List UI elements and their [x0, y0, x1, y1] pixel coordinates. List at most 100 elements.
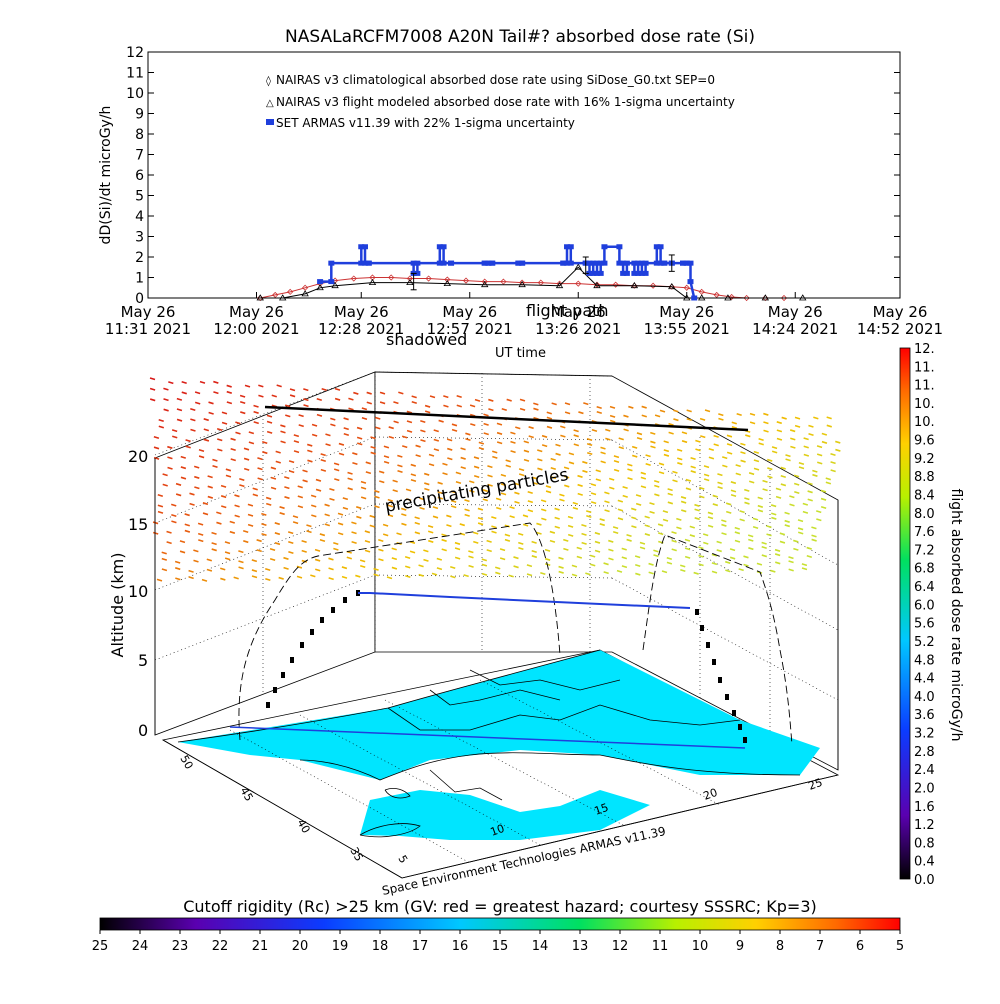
colorbar-bottom-tick: 19	[332, 939, 349, 954]
z-axis-label: Altitude (km)	[108, 553, 127, 658]
particle-dash	[370, 451, 376, 455]
particle-dash	[835, 448, 841, 452]
particle-dash	[289, 394, 296, 398]
particle-dash	[240, 411, 246, 415]
data-point	[256, 294, 264, 301]
particle-dash	[488, 398, 494, 402]
particle-dash	[436, 567, 443, 571]
data-point	[328, 260, 335, 266]
particle-dash	[659, 409, 666, 413]
particle-dash	[514, 482, 520, 486]
particle-dash	[473, 475, 480, 479]
particle-dash	[189, 492, 195, 496]
particle-dash	[775, 487, 782, 491]
particle-dash	[314, 558, 321, 562]
particle-dash	[716, 540, 722, 544]
data-point	[436, 260, 443, 266]
descent-point	[706, 642, 710, 648]
particle-dash	[505, 464, 511, 468]
particle-dash	[509, 515, 515, 519]
particle-dash	[464, 513, 470, 517]
particle-dash	[247, 523, 254, 527]
particle-dash	[242, 529, 249, 533]
particle-dash	[541, 434, 548, 438]
particle-dash	[726, 443, 733, 447]
particle-dash	[176, 418, 183, 422]
data-point	[358, 260, 365, 266]
particle-dash	[280, 430, 286, 434]
particle-dash	[149, 398, 156, 402]
particle-dash	[613, 455, 620, 459]
particle-dash	[803, 437, 809, 441]
particle-dash	[689, 525, 695, 529]
particle-dash	[283, 556, 289, 560]
particle-dash	[325, 443, 331, 447]
particle-dash	[618, 437, 624, 441]
particle-dash	[721, 519, 727, 523]
data-point	[691, 295, 698, 301]
colorbar-right-tick: 0.4	[914, 855, 935, 870]
particle-dash	[518, 547, 524, 551]
particle-dash	[649, 510, 655, 514]
particle-dash	[740, 451, 746, 455]
particle-dash	[639, 541, 646, 545]
particle-dash	[275, 460, 281, 464]
map-sea	[178, 650, 820, 780]
particle-dash	[220, 567, 226, 571]
particle-dash	[481, 558, 488, 562]
particle-dash	[450, 499, 457, 503]
particle-dash	[590, 501, 597, 505]
particle-dash	[636, 437, 643, 441]
particle-dash	[708, 447, 715, 451]
particle-dash	[342, 506, 349, 510]
particle-dash	[465, 437, 471, 441]
particle-dash	[518, 473, 525, 477]
particle-dash	[758, 442, 764, 446]
particle-dash	[224, 551, 231, 555]
particle-dash	[152, 531, 159, 535]
colorbar-right-tick: 12.	[914, 342, 935, 357]
particle-dash	[401, 513, 407, 517]
particle-dash	[477, 507, 484, 511]
x-tick-label-time: 11:31 2021	[105, 320, 191, 338]
data-point	[680, 260, 687, 266]
data-point	[631, 260, 638, 266]
colorbar-bottom-tick: 20	[292, 939, 309, 954]
particle-dash	[303, 388, 309, 392]
particle-dash	[244, 384, 251, 388]
particle-dash	[442, 462, 448, 466]
particle-dash	[739, 510, 745, 514]
data-point	[657, 244, 664, 250]
data-point	[630, 281, 639, 289]
particle-dash	[253, 421, 259, 425]
particle-dash	[563, 475, 570, 479]
series-layer	[256, 244, 807, 302]
particle-dash	[684, 538, 691, 542]
data-point	[724, 294, 732, 301]
x-tick-label-time: 12:00 2021	[213, 320, 299, 338]
particle-dash	[835, 440, 841, 444]
particle-dash	[667, 501, 674, 505]
particle-dash	[418, 573, 424, 577]
colorbar-right-tick: 6.4	[914, 580, 935, 595]
particle-dash	[621, 565, 628, 569]
colorbar-right-tick: 2.8	[914, 745, 935, 760]
particle-dash	[672, 470, 678, 474]
particle-dash	[369, 524, 375, 528]
particle-dash	[761, 545, 767, 550]
particle-dash	[374, 489, 380, 493]
particle-dash	[802, 502, 809, 506]
particle-dash	[190, 428, 196, 432]
particle-dash	[825, 481, 832, 485]
particle-dash	[717, 473, 723, 477]
particle-dash	[510, 450, 516, 454]
particle-dash	[671, 531, 677, 535]
particle-dash	[414, 516, 420, 520]
particle-dash	[477, 522, 484, 526]
particle-dash	[813, 416, 819, 420]
particle-dash	[311, 514, 317, 518]
particle-dash	[639, 546, 646, 550]
particle-dash	[627, 468, 633, 472]
